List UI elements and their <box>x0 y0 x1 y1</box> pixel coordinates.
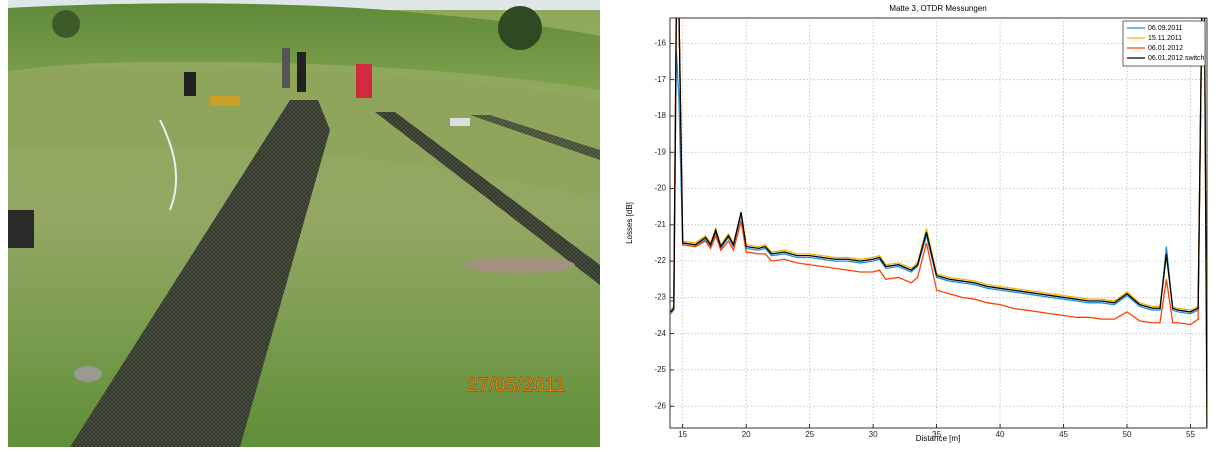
x-tick-label: 40 <box>996 430 1005 439</box>
y-tick-label: -25 <box>654 365 666 374</box>
y-tick-label: -21 <box>654 220 666 229</box>
plot-area <box>669 17 1208 429</box>
y-tick-label: -20 <box>654 184 666 193</box>
x-tick-label: 55 <box>1186 430 1195 439</box>
series-line <box>670 18 1207 428</box>
x-axis-label: Distance [m] <box>916 434 960 443</box>
y-axis-label: Losses [dB] <box>625 202 634 244</box>
y-tick-label: -17 <box>654 75 666 84</box>
legend-label: 06.09.2011 <box>1148 25 1183 32</box>
y-tick-label: -23 <box>654 292 666 301</box>
legend-label: 06.01.2012 <box>1148 45 1183 52</box>
y-tick-label: -24 <box>654 329 666 338</box>
series-line <box>670 18 1203 326</box>
legend-label: 06.01.2012 switch <box>1148 55 1205 62</box>
x-tick-label: 45 <box>1059 430 1068 439</box>
x-tick-label: 50 <box>1123 430 1132 439</box>
series-line <box>670 18 1207 428</box>
chart-title: Matte 3, OTDR Messungen <box>889 4 986 13</box>
y-tick-label: -26 <box>654 401 666 410</box>
x-tick-label: 15 <box>678 430 687 439</box>
x-tick-label: 25 <box>805 430 814 439</box>
y-tick-label: -19 <box>654 147 666 156</box>
y-tick-label: -18 <box>654 111 666 120</box>
y-tick-label: -16 <box>654 39 666 48</box>
series-line <box>670 18 1203 315</box>
photo: 27/05/2011 <box>8 0 600 447</box>
x-tick-label: 35 <box>932 430 941 439</box>
legend-label: 15.11.2011 <box>1148 35 1182 42</box>
x-tick-label: 30 <box>869 430 878 439</box>
x-tick-label: 20 <box>742 430 751 439</box>
y-tick-label: -22 <box>654 256 666 265</box>
date-stamp: 27/05/2011 <box>467 374 566 396</box>
chart: Matte 3, OTDR Messungen Distance [m] Los… <box>625 4 1208 443</box>
